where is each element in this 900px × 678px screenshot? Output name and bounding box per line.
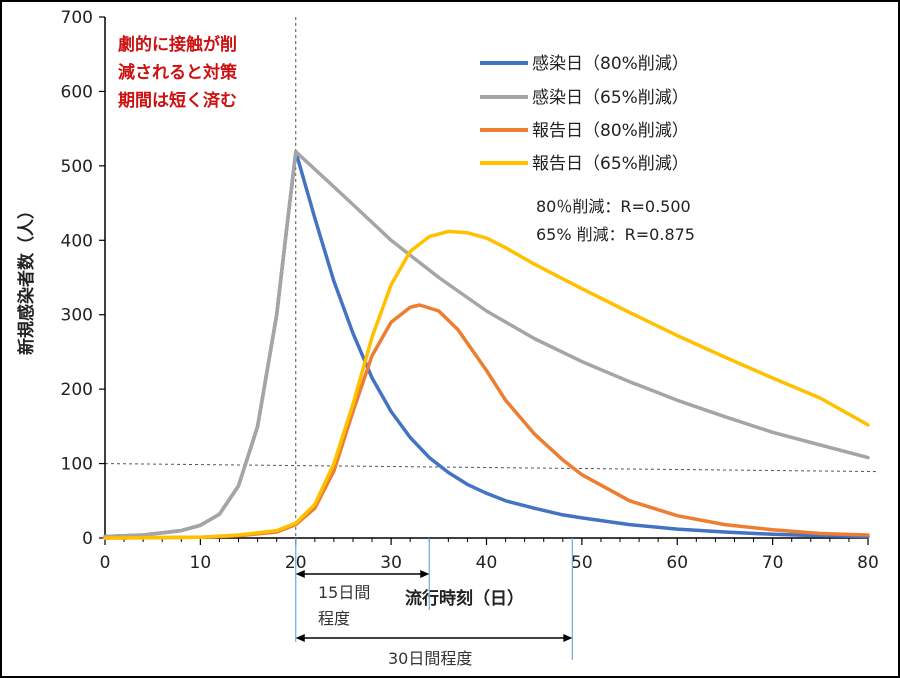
series-line-3 [103, 229, 870, 540]
span-30-label: 30日間程度 [388, 649, 472, 668]
series-lines [103, 149, 870, 540]
y-tick-label: 100 [61, 455, 93, 475]
y-tick-label: 500 [61, 157, 93, 177]
x-tick-label: 40 [476, 553, 498, 573]
x-tick-label: 0 [100, 553, 111, 573]
series-line-1 [103, 149, 870, 539]
x-tick-label: 60 [666, 553, 688, 573]
legend-label-0: 感染日（80%削減） [532, 54, 689, 74]
span-15-label-2: 程度 [318, 609, 350, 628]
y-axis-title: 新規感染者数（人） [16, 202, 37, 355]
x-tick-label: 50 [571, 553, 593, 573]
legend-label-2: 報告日（80%削減） [532, 121, 689, 141]
series-line-0 [103, 149, 870, 539]
x-tick-label: 80 [857, 553, 879, 573]
span-15-label-1: 15日間 [318, 583, 370, 602]
y-tick-label: 600 [61, 82, 93, 102]
y-tick-label: 200 [61, 380, 93, 400]
legend: 感染日（80%削減） 感染日（65%削減） 報告日（80%削減） 報告日（65%… [480, 54, 689, 174]
span-15-arrow-head-right [420, 570, 430, 578]
param-80: 80％削減：R=0.500 [536, 197, 691, 216]
span-30-arrow-head-right [563, 634, 573, 642]
y-tick-label: 300 [61, 306, 93, 326]
hline-100 [104, 463, 877, 473]
y-tick-label: 0 [82, 529, 93, 549]
x-tick-label: 30 [380, 553, 402, 573]
param-65: 65% 削減：R=0.875 [536, 225, 695, 244]
span-15-arrow-head-left [295, 570, 305, 578]
note-line-1: 劇的に接触が削 [118, 34, 237, 55]
note-line-3: 期間は短く済む [118, 90, 237, 111]
note-line-2: 減されると対策 [118, 62, 238, 83]
x-tick-label: 70 [762, 553, 784, 573]
x-axis-title: 流行時刻（日） [405, 588, 524, 609]
span-30-arrow-head-left [295, 634, 305, 642]
reference-lines [104, 17, 877, 538]
legend-label-1: 感染日（65%削減） [532, 88, 689, 108]
duration-annotations [295, 538, 573, 660]
legend-label-3: 報告日（65%削減） [532, 154, 689, 174]
y-tick-label: 700 [61, 8, 93, 28]
x-tick-label: 10 [190, 553, 212, 573]
series-line-2 [103, 303, 870, 540]
y-tick-label: 400 [61, 231, 93, 251]
